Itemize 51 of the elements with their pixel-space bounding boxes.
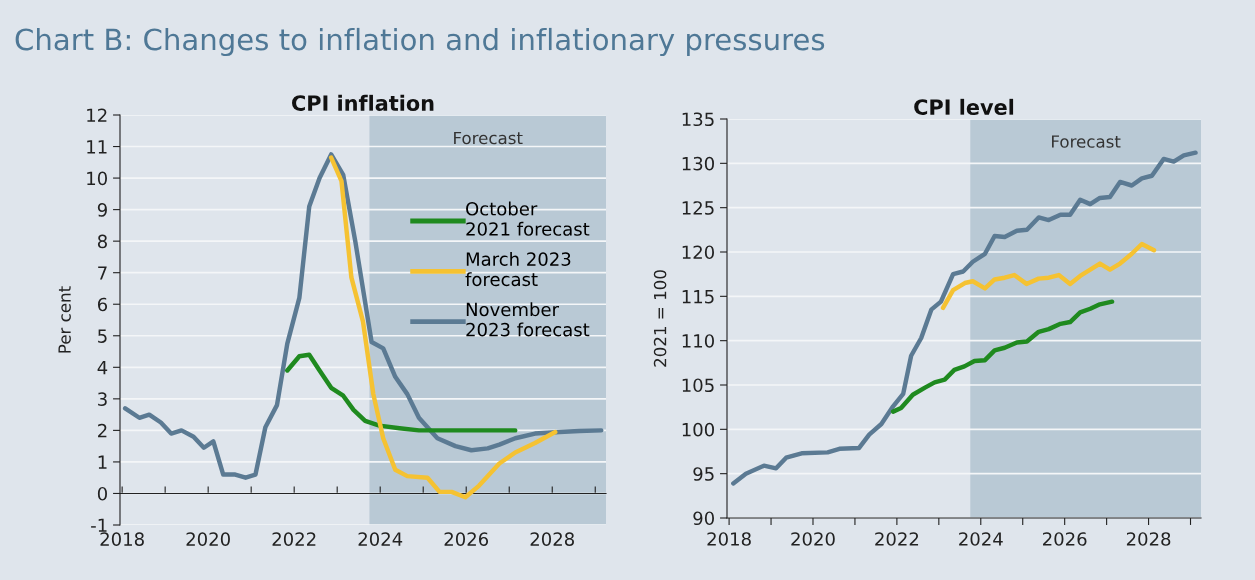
line-series: [890, 299, 1115, 414]
line-series: [122, 152, 604, 480]
x-tick-label: 2024: [959, 532, 1003, 546]
y-tick-label: 120: [682, 245, 714, 260]
x-tick-label: 2018: [100, 532, 144, 546]
x-tick-label: 2026: [444, 532, 489, 546]
x-tick-label: 2028: [1126, 532, 1171, 546]
y-tick-label: 11: [87, 140, 107, 154]
y-tick-label: 135: [682, 112, 714, 127]
y-tick-label: 100: [682, 422, 714, 437]
y-tick-label: 6: [97, 297, 108, 312]
band-label: Forecast: [454, 131, 523, 145]
text: Chart B: Changes to inflation and inflationary pressures: [15, 27, 825, 57]
y-tick-label: 8: [97, 234, 107, 249]
y-tick-label: 0: [97, 486, 107, 501]
x-tick-label: 2026: [1043, 532, 1087, 546]
y-tick-label: 3: [98, 392, 107, 406]
line-series: [731, 150, 1198, 486]
y-axis-title: Per cent: [58, 286, 71, 353]
y-tick-label: 110: [682, 334, 714, 348]
y-tick-label: 95: [693, 467, 714, 481]
x-tick-label: 2020: [791, 532, 835, 546]
y-tick-label: 1: [98, 455, 107, 469]
x-tick-label: 2022: [875, 532, 919, 546]
y-tick-label: 105: [682, 378, 714, 393]
y-tick-label: 12: [87, 108, 107, 122]
legend-label: November 2023 forecast: [466, 302, 590, 337]
line-series: [285, 352, 518, 433]
band-label: Forecast: [1052, 135, 1121, 148]
legend-label: October 2021 forecast: [466, 201, 590, 236]
y-tick-label: 7: [98, 266, 107, 280]
x-tick-label: 2024: [358, 532, 403, 546]
x-tick-label: 2020: [186, 532, 230, 546]
x-tick-label: 2022: [272, 532, 316, 546]
y-tick-label: 125: [682, 201, 714, 215]
y-tick-label: 4: [97, 361, 108, 375]
line-series: [940, 241, 1157, 311]
y-tick-label: 130: [682, 156, 714, 171]
chart-title: CPI inflation: [292, 94, 434, 111]
y-axis-title: 2021 = 100: [653, 270, 667, 367]
x-tick-label: 2028: [530, 532, 574, 546]
y-tick-label: -1: [91, 518, 107, 532]
x-tick-label: 2018: [707, 532, 751, 546]
chart-title: CPI level: [914, 98, 1014, 115]
y-tick-label: 2: [98, 423, 107, 438]
legend-label: March 2023 forecast: [465, 251, 571, 287]
y-tick-label: 115: [682, 290, 714, 304]
y-tick-label: 9: [97, 203, 107, 217]
y-tick-label: 10: [87, 171, 107, 186]
y-tick-label: 5: [98, 329, 107, 343]
y-tick-label: 90: [693, 511, 714, 526]
